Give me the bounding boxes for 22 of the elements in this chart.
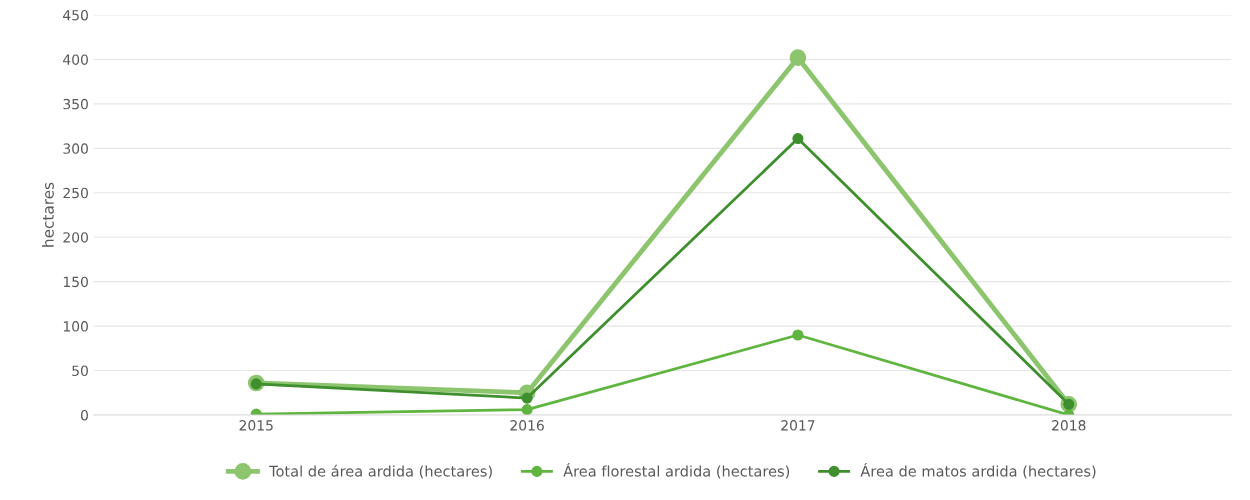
- legend-label: Área de matos ardida (hectares): [860, 463, 1096, 479]
- legend-label: Total de área ardida (hectares): [269, 464, 492, 479]
- y-tick-label: 300: [63, 143, 88, 154]
- legend-label: Área florestal ardida (hectares): [563, 463, 790, 479]
- x-tick-label: 2016: [510, 420, 544, 431]
- y-tick-label: 200: [63, 232, 88, 243]
- y-tick-label: 400: [63, 54, 88, 65]
- y-tick-label: 100: [63, 321, 88, 332]
- y-tick-label: 150: [63, 276, 88, 288]
- point: [792, 132, 804, 145]
- point: [792, 329, 804, 341]
- y-tick-label: 350: [63, 98, 88, 110]
- point: [521, 404, 533, 415]
- y-tick-label: 50: [72, 365, 88, 377]
- y-axis-title: hectares: [42, 182, 54, 247]
- x-tick-label: 2018: [1052, 420, 1086, 431]
- x-tick-label: 2017: [781, 420, 815, 431]
- y-tick-label: 450: [63, 9, 88, 21]
- y-tick-label: 0: [80, 409, 88, 421]
- point: [789, 49, 807, 67]
- x-tick-label: 2015: [239, 420, 273, 431]
- y-tick-label: 250: [63, 187, 88, 199]
